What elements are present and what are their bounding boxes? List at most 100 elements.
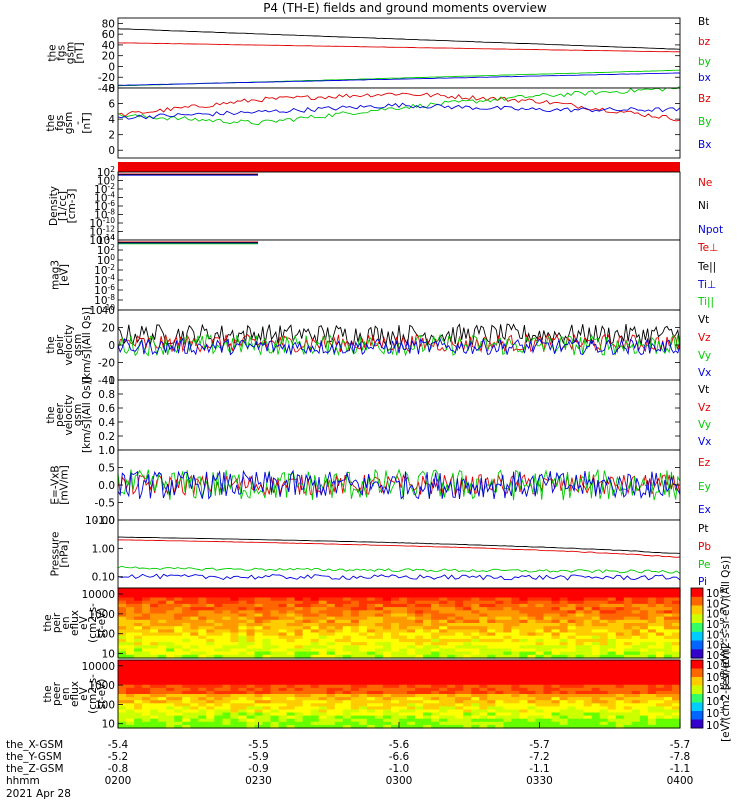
heatmap-cell	[262, 666, 272, 670]
heatmap-cell	[423, 623, 432, 627]
heatmap-cell	[479, 724, 488, 729]
heatmap-cell	[166, 632, 175, 637]
heatmap-cell	[190, 663, 199, 667]
heatmap-cell	[342, 666, 352, 670]
heatmap-cell	[222, 709, 231, 714]
heatmap-cell	[672, 694, 681, 698]
heatmap-cell	[551, 638, 561, 643]
heatmap-cell	[575, 666, 585, 670]
heatmap-cell	[118, 607, 127, 611]
heatmap-cell	[350, 645, 360, 650]
heatmap-cell	[551, 610, 561, 615]
heatmap-cell	[487, 666, 496, 670]
heatmap-cell	[495, 694, 504, 698]
heatmap-cell	[647, 632, 657, 637]
heatmap-cell	[230, 706, 239, 711]
heatmap-cell	[334, 635, 344, 640]
heatmap-cell	[278, 616, 288, 621]
heatmap-cell	[270, 607, 280, 611]
heatmap-cell	[551, 648, 561, 653]
heatmap-cell	[672, 603, 681, 608]
heatmap-cell	[527, 666, 537, 670]
heatmap-cell	[238, 697, 247, 701]
heatmap-cell	[294, 687, 304, 692]
heatmap-cell	[471, 600, 480, 605]
heatmap-cell	[655, 712, 665, 717]
heatmap-cell	[391, 663, 400, 667]
heatmap-cell	[407, 666, 416, 670]
heatmap-cell	[326, 712, 336, 717]
heatmap-cell	[423, 697, 432, 701]
heatmap-cell	[391, 613, 400, 618]
heatmap-cell	[567, 721, 577, 726]
heatmap-cell	[495, 635, 504, 640]
heatmap-cell	[326, 635, 336, 640]
heatmap-cell	[655, 669, 665, 673]
heatmap-cell	[174, 594, 183, 599]
heatmap-cell	[447, 651, 456, 656]
heatmap-cell	[527, 694, 537, 698]
heatmap-cell	[238, 613, 247, 618]
heatmap-cell	[439, 600, 448, 605]
heatmap-cell	[174, 607, 183, 611]
y-axis-label-line: sr-eV)	[96, 608, 108, 639]
heatmap-cell	[471, 669, 480, 673]
heatmap-cell	[607, 619, 617, 624]
heatmap-cell	[238, 603, 247, 608]
heatmap-cell	[182, 603, 191, 608]
heatmap-cell	[302, 619, 312, 624]
heatmap-cell	[166, 610, 175, 615]
heatmap-cell	[655, 678, 665, 683]
heatmap-cell	[174, 629, 183, 634]
heatmap-cell	[599, 666, 609, 670]
heatmap-cell	[423, 715, 432, 720]
heatmap-cell	[439, 632, 448, 637]
heatmap-cell	[567, 651, 577, 656]
heatmap-cell	[487, 675, 496, 680]
heatmap-cell	[246, 666, 256, 670]
heatmap-cell	[639, 616, 649, 621]
heatmap-cell	[623, 603, 633, 608]
heatmap-cell	[278, 613, 288, 618]
heatmap-cell	[278, 715, 288, 720]
heatmap-cell	[559, 694, 569, 698]
heatmap-cell	[382, 603, 392, 608]
heatmap-cell	[672, 642, 681, 646]
heatmap-cell	[423, 594, 432, 599]
heatmap-cell	[190, 597, 199, 602]
heatmap-cell	[350, 654, 360, 659]
heatmap-cell	[631, 712, 641, 717]
heatmap-cell	[415, 642, 424, 646]
heatmap-cell	[511, 638, 520, 643]
heatmap-cell	[350, 648, 360, 653]
heatmap-cell	[511, 588, 520, 592]
heatmap-cell	[672, 600, 681, 605]
heatmap-cell	[182, 697, 191, 701]
heatmap-cell	[471, 675, 480, 680]
heatmap-cell	[439, 700, 448, 704]
heatmap-cell	[399, 687, 408, 692]
y-axis-label-line: [eV]	[59, 264, 71, 286]
legend-Ne: Ne	[698, 177, 712, 189]
heatmap-cell	[559, 700, 569, 704]
heatmap-cell	[230, 626, 239, 630]
heatmap-cell	[246, 709, 256, 714]
heatmap-cell	[254, 678, 264, 683]
heatmap-cell	[567, 703, 577, 707]
heatmap-cell	[471, 616, 480, 621]
heatmap-cell	[142, 645, 151, 650]
heatmap-cell	[190, 613, 199, 618]
heatmap-cell	[471, 694, 480, 698]
heatmap-cell	[615, 697, 625, 701]
heatmap-cell	[672, 697, 681, 701]
heatmap-cell	[174, 675, 183, 680]
heatmap-cell	[198, 684, 207, 689]
heatmap-cell	[567, 642, 577, 646]
heatmap-cell	[358, 718, 368, 723]
heatmap-cell	[126, 663, 135, 667]
heatmap-cell	[559, 594, 569, 599]
heatmap-cell	[503, 706, 512, 711]
heatmap-cell	[254, 626, 264, 630]
heatmap-cell	[238, 607, 247, 611]
heatmap-cell	[190, 690, 199, 695]
